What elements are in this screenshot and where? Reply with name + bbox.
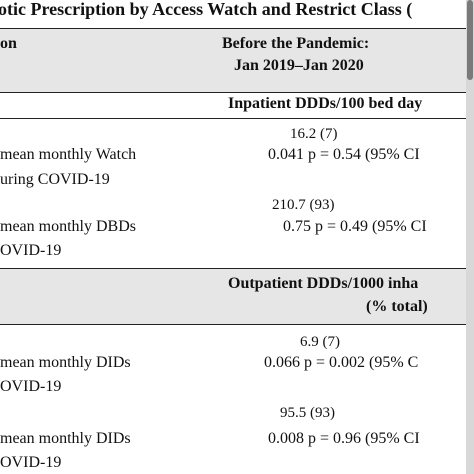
header-bottom-rule [0,92,474,93]
row-label-continued: OVID-19 [0,378,62,395]
header-row-band [0,28,474,92]
cell-value: 16.2 (7) [290,126,338,142]
vertical-scrollbar[interactable] [466,0,474,474]
section-rule-outpatient [0,324,474,325]
top-rule [0,28,474,29]
table-title: otic Prescription by Access Watch and Re… [0,0,413,19]
header-date-range: Jan 2019–Jan 2020 [234,57,364,74]
row-label: mean monthly Watch [0,146,137,163]
row-label: mean monthly DIDs [0,430,131,447]
section-top-rule-outpatient [0,268,474,269]
scrollbar-thumb[interactable] [467,0,473,80]
section-band-outpatient [0,268,474,324]
header-before-pandemic: Before the Pandemic: [222,35,370,52]
row-label: mean monthly DIDs [0,354,131,371]
section-rule-inpatient [0,118,474,119]
row-label-continued: OVID-19 [0,454,62,471]
cell-stat: 0.75 p = 0.49 (95% CI [283,218,427,235]
cell-value: 210.7 (93) [272,197,335,213]
row-label: mean monthly DBDs [0,218,136,235]
row-label-continued: OVID-19 [0,242,62,259]
cell-stat: 0.008 p = 0.96 (95% CI [268,430,420,447]
section-heading-outpatient: Outpatient DDDs/1000 inha [228,275,419,292]
cell-stat: 0.041 p = 0.54 (95% CI [268,146,420,163]
cell-value: 95.5 (93) [280,405,335,421]
section-heading-outpatient-unit: (% total) [366,298,428,315]
cell-stat: 0.066 p = 0.002 (95% C [264,354,419,371]
row-label-continued: uring COVID-19 [0,171,110,188]
header-column-label: on [0,35,17,52]
section-heading-inpatient: Inpatient DDDs/100 bed day [228,95,423,112]
cell-value: 6.9 (7) [300,334,340,350]
